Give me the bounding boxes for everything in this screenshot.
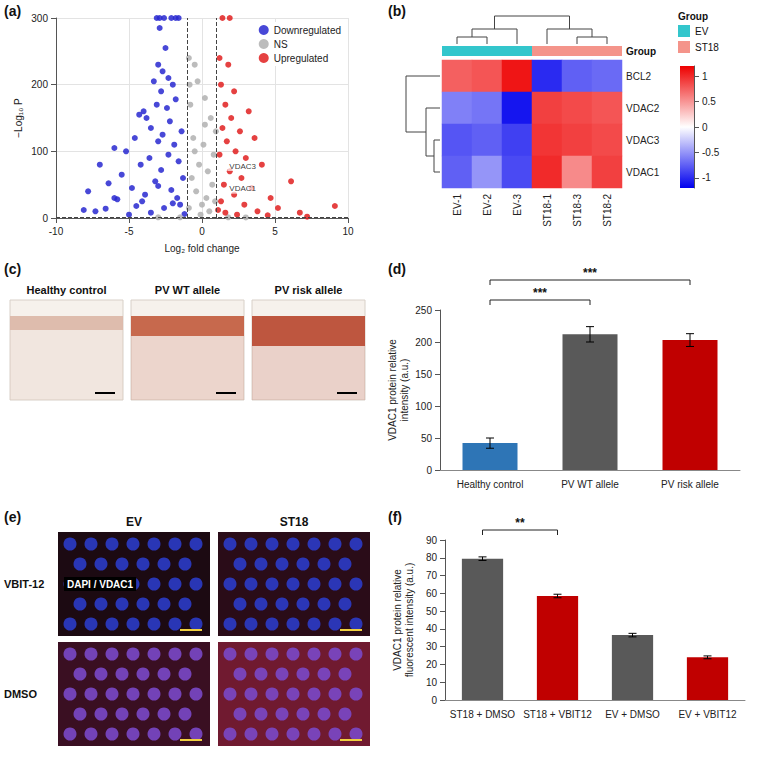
svg-text:ST18: ST18 [695,42,719,53]
svg-text:ST18-1: ST18-1 [542,194,553,227]
svg-text:intensity (a.u.): intensity (a.u.) [399,359,410,422]
svg-text:Healthy control: Healthy control [457,479,524,490]
svg-text:VDAC3: VDAC3 [229,162,256,171]
svg-text:Upregulated: Upregulated [274,53,328,64]
svg-text:300: 300 [31,13,48,24]
svg-text:NS: NS [274,39,288,50]
svg-text:VDAC2: VDAC2 [626,103,660,114]
svg-text:ST18-2: ST18-2 [602,194,613,227]
svg-text:VDAC1: VDAC1 [626,167,660,178]
svg-text:50: 50 [426,606,438,617]
svg-text:EV + VBIT12: EV + VBIT12 [678,709,737,720]
svg-text:90: 90 [426,535,438,546]
svg-text:***: *** [583,266,597,280]
svg-text:250: 250 [415,305,432,316]
svg-text:(e): (e) [4,509,21,525]
svg-text:10: 10 [426,677,438,688]
svg-text:ST18 + VBIT12: ST18 + VBIT12 [523,709,592,720]
svg-text:−Log₁₀ P: −Log₁₀ P [13,98,24,138]
svg-text:VDAC1 protein relative: VDAC1 protein relative [392,569,403,671]
svg-text:100: 100 [415,401,432,412]
svg-text:EV: EV [695,26,709,37]
svg-text:(b): (b) [388,3,406,19]
svg-text:0.5: 0.5 [702,96,716,107]
svg-text:fluorescent intensity (a.u.): fluorescent intensity (a.u.) [404,563,415,678]
svg-text:60: 60 [426,588,438,599]
svg-text:DMSO: DMSO [4,688,37,700]
svg-text:**: ** [515,516,525,530]
svg-text:Group: Group [678,11,708,22]
svg-text:Group: Group [626,46,656,57]
svg-text:-0.5: -0.5 [702,147,720,158]
svg-text:VBIT-12: VBIT-12 [4,578,44,590]
svg-text:ST18 + DMSO: ST18 + DMSO [450,709,516,720]
svg-text:1: 1 [702,71,708,82]
svg-text:EV-1: EV-1 [452,194,463,216]
svg-text:80: 80 [426,552,438,563]
svg-text:PV WT allele: PV WT allele [155,284,220,296]
svg-text:BCL2: BCL2 [626,71,651,82]
svg-text:0: 0 [199,226,205,237]
svg-text:PV WT allele: PV WT allele [561,479,619,490]
svg-text:Downregulated: Downregulated [274,25,341,36]
svg-text:100: 100 [31,146,48,157]
svg-text:VDAC1: VDAC1 [229,184,256,193]
svg-text:***: *** [533,286,547,300]
svg-text:EV + DMSO: EV + DMSO [605,709,660,720]
svg-text:EV-2: EV-2 [482,194,493,216]
svg-text:VDAC1 protein relative: VDAC1 protein relative [387,339,398,441]
svg-text:(c): (c) [4,261,21,277]
svg-text:150: 150 [415,369,432,380]
svg-text:(f): (f) [388,509,402,525]
svg-text:DAPI / VDAC1: DAPI / VDAC1 [67,579,134,590]
svg-text:(d): (d) [388,261,406,277]
svg-text:Log₂ fold change: Log₂ fold change [164,243,239,254]
svg-text:ST18: ST18 [280,515,309,529]
svg-text:EV-3: EV-3 [512,194,523,216]
svg-text:70: 70 [426,570,438,581]
svg-text:VDAC3: VDAC3 [626,135,660,146]
svg-text:(a): (a) [4,3,21,19]
svg-text:-1: -1 [702,172,711,183]
svg-text:Healthy control: Healthy control [26,284,106,296]
svg-text:200: 200 [31,79,48,90]
svg-text:50: 50 [421,433,433,444]
svg-text:0: 0 [426,465,432,476]
svg-text:200: 200 [415,337,432,348]
svg-text:0: 0 [431,695,437,706]
svg-text:PV risk allele: PV risk allele [275,284,343,296]
svg-text:-5: -5 [125,226,134,237]
svg-text:0: 0 [42,213,48,224]
svg-text:30: 30 [426,641,438,652]
svg-text:20: 20 [426,659,438,670]
svg-text:40: 40 [426,623,438,634]
svg-text:EV: EV [126,515,142,529]
svg-text:0: 0 [702,122,708,133]
svg-text:ST18-3: ST18-3 [572,194,583,227]
svg-text:PV risk allele: PV risk allele [661,479,719,490]
svg-text:-10: -10 [49,226,64,237]
svg-text:10: 10 [342,226,354,237]
svg-text:5: 5 [272,226,278,237]
